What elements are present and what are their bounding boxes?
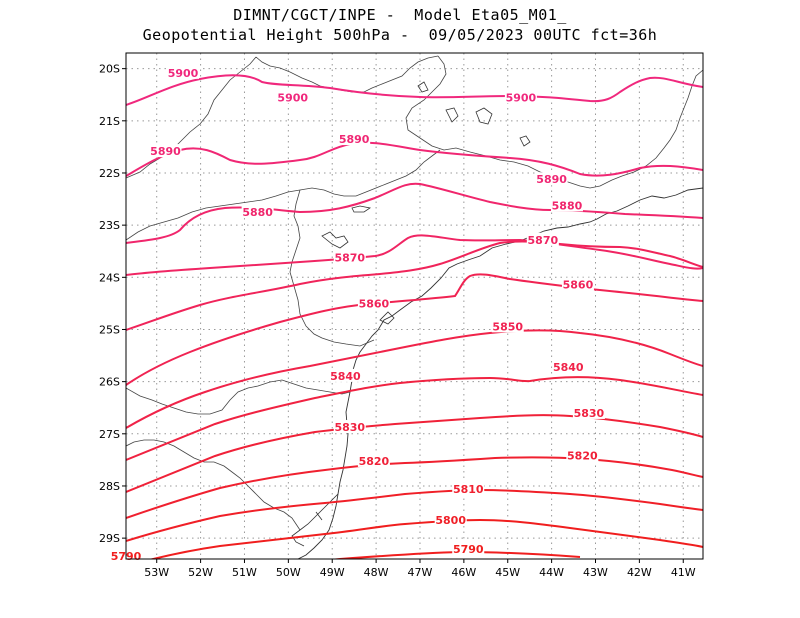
lon-tick-label: 51W	[232, 566, 257, 579]
contour-label-bg	[357, 453, 390, 467]
contour-label-bg	[434, 512, 467, 526]
contour-label: 5880	[552, 199, 583, 212]
contour-label: 5860	[563, 279, 594, 292]
contour-label: 5830	[334, 421, 365, 434]
contour-label-bg	[550, 198, 583, 212]
contour-line	[126, 240, 703, 331]
contour-label-bg	[535, 172, 568, 186]
lat-tick-label: 27S	[99, 428, 120, 441]
lon-tick-label: 50W	[276, 566, 301, 579]
contour-label-bg	[566, 448, 599, 462]
axis-ticks: 53W 52W 51W 50W 49W 48W 47W 46W 45W 44W 43W 42W 41W 2…	[99, 63, 696, 579]
contour-label: 5800	[435, 514, 466, 527]
lon-tick-label: 52W	[188, 566, 213, 579]
contour-label-bg	[452, 542, 485, 556]
coastline	[297, 187, 703, 559]
contour-label: 5820	[359, 455, 390, 468]
contour-label: 5840	[330, 370, 361, 383]
contour-label-bg	[276, 90, 309, 104]
lat-tick-label: 28S	[99, 480, 120, 493]
contour-label: 5900	[277, 91, 308, 104]
contour-label: 5890	[536, 173, 567, 186]
contour-label-bg	[452, 482, 485, 496]
lon-tick-label: 49W	[320, 566, 345, 579]
contour-line	[126, 74, 703, 106]
contour-label-bg	[526, 232, 559, 246]
lat-tick-label: 29S	[99, 532, 120, 545]
contour-label-bg	[329, 368, 362, 382]
contour-label-bg	[241, 205, 274, 219]
contour-line	[126, 141, 703, 177]
lat-tick-label: 21S	[99, 115, 120, 128]
lat-tick-label: 22S	[99, 167, 120, 180]
contour-label-bg	[357, 296, 390, 310]
contour-line	[148, 518, 703, 559]
contour-label-bg	[552, 360, 585, 374]
contour-line	[126, 182, 703, 244]
contour-line	[126, 456, 703, 519]
contour-line	[126, 488, 703, 542]
contour-label: 5820	[567, 450, 598, 463]
map-title-line1: DIMNT/CGCT/INPE - Model Eta05_M01_	[233, 6, 567, 24]
contour-lines	[126, 74, 703, 559]
contour-label-bg	[504, 90, 537, 104]
lat-tick-label: 20S	[99, 63, 120, 76]
contour-label: 5900	[168, 67, 199, 80]
lon-tick-label: 44W	[539, 566, 564, 579]
contour-line	[329, 550, 581, 559]
contour-label: 5890	[150, 145, 181, 158]
map-frame	[125, 52, 704, 560]
lon-tick-label: 45W	[495, 566, 520, 579]
lon-tick-label: 42W	[627, 566, 652, 579]
contour-label: 5810	[453, 483, 484, 496]
contour-label: 5880	[242, 206, 273, 219]
lon-tick-label: 48W	[364, 566, 389, 579]
contour-label-bg	[333, 420, 366, 434]
contour-label: 5870	[528, 234, 559, 247]
lon-tick-label: 47W	[408, 566, 433, 579]
contour-line	[126, 376, 703, 461]
lat-tick-label: 23S	[99, 219, 120, 232]
contour-line	[126, 329, 703, 429]
contour-label-bg	[149, 144, 182, 158]
contour-label: 5900	[506, 91, 537, 104]
contour-label: 5860	[359, 297, 390, 310]
contour-label: 5870	[334, 251, 365, 264]
contour-label: 5850	[492, 320, 523, 333]
lat-tick-label: 24S	[99, 271, 120, 284]
lon-tick-label: 53W	[144, 566, 169, 579]
contour-label: 5890	[339, 133, 370, 146]
lon-tick-label: 46W	[451, 566, 476, 579]
contour-line	[126, 234, 703, 276]
contour-line	[126, 273, 703, 386]
contour-labels: 5900 5900 5900 5890 5890 5890 5880 5880 5870 5870…	[110, 65, 605, 563]
contour-label-bg	[338, 132, 371, 146]
contour-label-bg	[333, 250, 366, 264]
contour-line	[126, 414, 703, 493]
lat-tick-label: 25S	[99, 323, 120, 336]
lat-tick-label: 26S	[99, 376, 120, 389]
lon-tick-label: 41W	[671, 566, 696, 579]
contour-label-bg	[167, 65, 200, 79]
contour-label-bg	[561, 277, 594, 291]
contour-label: 5790	[453, 543, 484, 556]
lon-tick-label: 43W	[583, 566, 608, 579]
contour-label: 5840	[553, 361, 584, 374]
coastal-islands	[321, 81, 531, 325]
map-background	[126, 53, 703, 559]
contour-label: 5830	[574, 407, 605, 420]
contour-label-bg	[491, 319, 524, 333]
map-title-line2: Geopotential Height 500hPa - 09/05/2023 …	[142, 26, 658, 44]
contour-label-bg	[572, 405, 605, 419]
